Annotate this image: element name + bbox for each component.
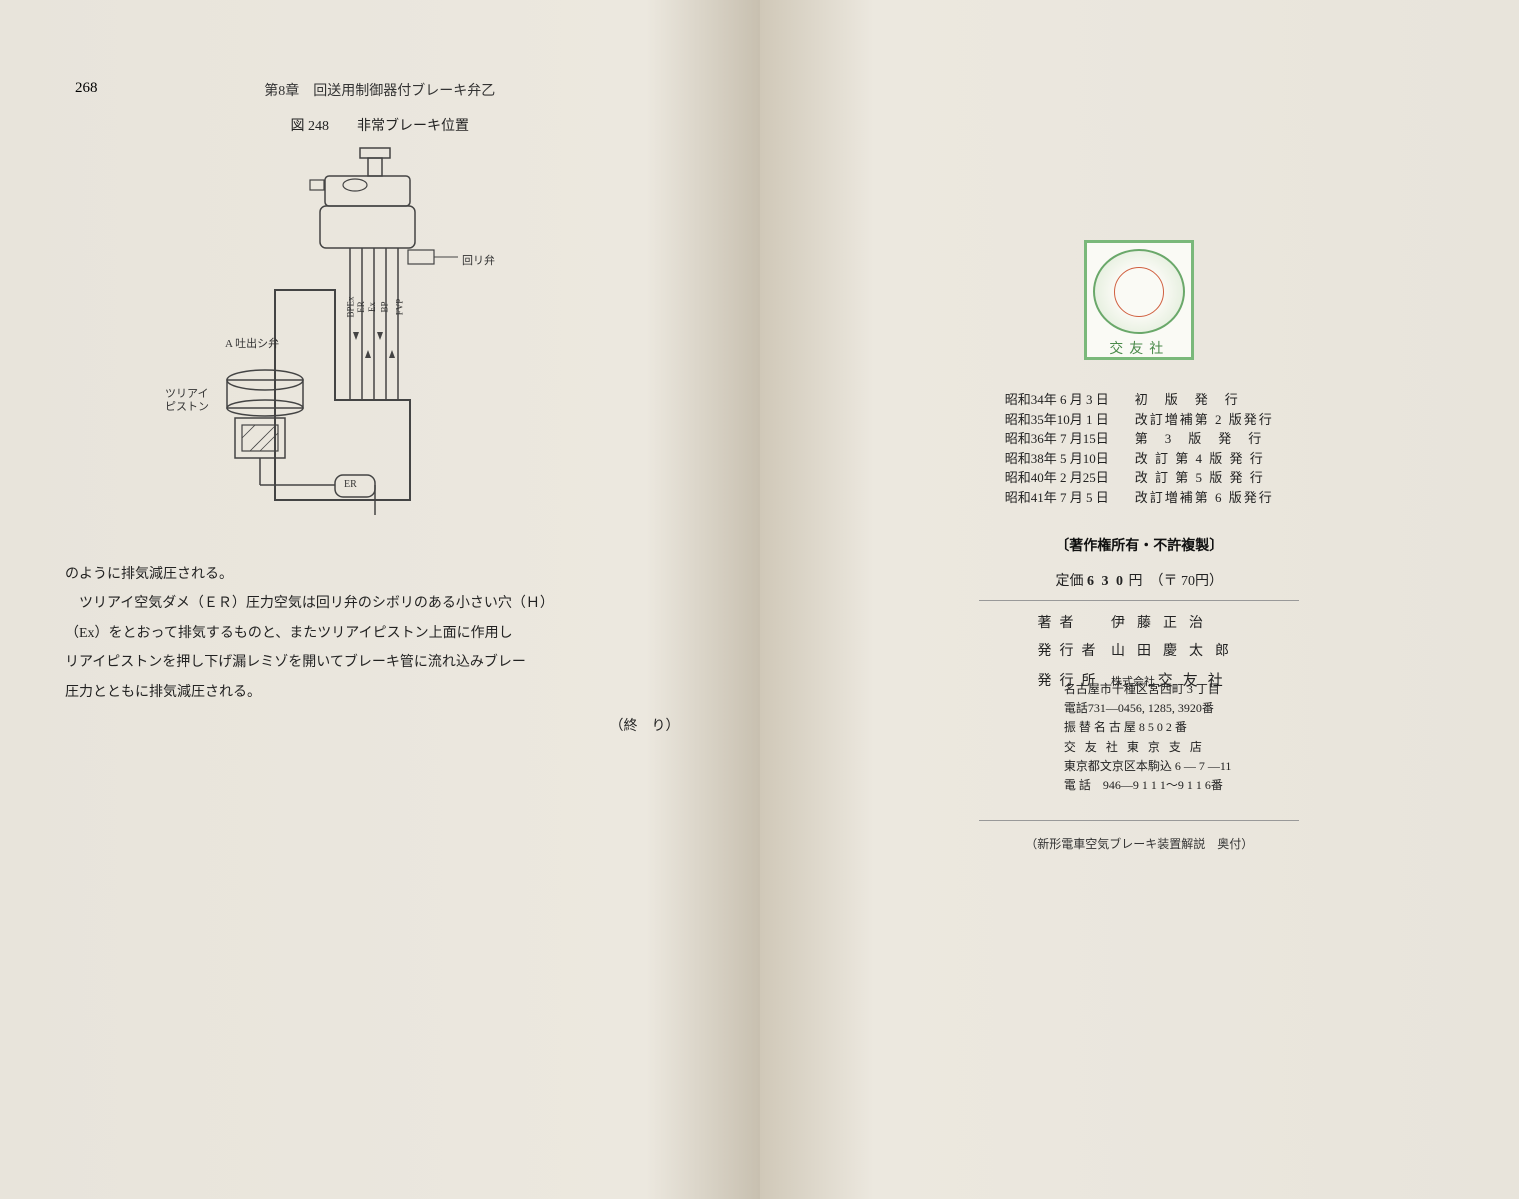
price-value: 6 3 0 xyxy=(1087,574,1125,589)
body-line: のように排気減圧される。 xyxy=(65,560,710,589)
edition-row: 昭和35年10月 1 日改訂増補第 2 版発行 xyxy=(1005,410,1274,430)
body-line: リアイピストンを押し下げ漏レミゾを開いてブレーキ管に流れ込みブレー xyxy=(65,648,710,677)
page-number: 268 xyxy=(75,80,98,97)
stamp-seal-icon xyxy=(1114,267,1164,317)
body-line: （Ex）をとおって排気するものと、またツリアイピストン上面に作用し xyxy=(65,619,710,648)
edition-desc: 第 3 版 発 行 xyxy=(1135,429,1264,449)
diagram-label-balance2: ピストン xyxy=(165,398,209,414)
stamp-text: 交友社 xyxy=(1093,338,1185,358)
edition-desc: 改 訂 第 5 版 発 行 xyxy=(1135,468,1265,488)
edition-date: 昭和36年 7 月15日 xyxy=(1005,429,1135,449)
edition-date: 昭和38年 5 月10日 xyxy=(1005,449,1135,469)
address-line: 名古屋市千種区宮西町 3 丁目 xyxy=(1064,680,1232,699)
diagram-label-bp: BP xyxy=(380,301,390,312)
address-line: 振 替 名 古 屋 8 5 0 2 番 xyxy=(1064,718,1232,737)
price-prefix: 定価 xyxy=(1056,574,1088,589)
edition-row: 昭和36年 7 月15日第 3 版 発 行 xyxy=(1005,429,1274,449)
edition-row: 昭和38年 5 月10日改 訂 第 4 版 発 行 xyxy=(1005,449,1274,469)
diagram-label-er2: ER xyxy=(344,479,357,490)
edition-desc: 改 訂 第 4 版 発 行 xyxy=(1135,449,1265,469)
edition-row: 昭和40年 2 月25日改 訂 第 5 版 発 行 xyxy=(1005,468,1274,488)
stamp-decoration xyxy=(1093,249,1185,334)
brake-valve-diagram: 回リ弁 A 吐出シ弁 ツリアイ ピストン BPEx ER Ex BP FVP E… xyxy=(180,140,520,520)
divider xyxy=(979,600,1299,601)
figure-caption: 図 248 非常ブレーキ位置 xyxy=(291,115,470,135)
diagram-label-er: ER xyxy=(356,301,366,313)
diagram-label-rotary: 回リ弁 xyxy=(462,252,495,268)
publisher-address: 名古屋市千種区宮西町 3 丁目 電話731―0456, 1285, 3920番 … xyxy=(1064,680,1232,795)
edition-row: 昭和41年 7 月 5 日改訂増補第 6 版発行 xyxy=(1005,488,1274,508)
publisher-stamp: 交友社 xyxy=(1084,240,1194,360)
body-text: のように排気減圧される。 ツリアイ空気ダメ（ＥＲ）圧力空気は回リ弁のシボリのある… xyxy=(65,560,710,707)
diagram-label-ex: Ex xyxy=(367,302,377,312)
edition-history: 昭和34年 6 月 3 日初 版 発 行 昭和35年10月 1 日改訂増補第 2… xyxy=(1005,390,1274,507)
right-page: 交友社 昭和34年 6 月 3 日初 版 発 行 昭和35年10月 1 日改訂増… xyxy=(760,0,1519,1199)
chapter-header: 第8章 回送用制御器付ブレーキ弁乙 xyxy=(264,80,495,100)
address-line: 電 話 946―9 1 1 1～9 1 1 6番 xyxy=(1064,776,1232,795)
author-name: 伊藤正治 xyxy=(1111,610,1215,638)
issuer-label: 発行者 xyxy=(1038,638,1108,666)
diagram-label-bpex: BPEx xyxy=(346,296,356,317)
diagram-label-fvp: FVP xyxy=(394,299,404,316)
author-row: 著者 伊藤正治 xyxy=(1038,610,1242,638)
body-line: ツリアイ空気ダメ（ＥＲ）圧力空気は回リ弁のシボリのある小さい穴（Ｈ） xyxy=(65,589,710,618)
address-line: 東京都文京区本駒込 6 ― 7 ―11 xyxy=(1064,757,1232,776)
left-page: 268 第8章 回送用制御器付ブレーキ弁乙 図 248 非常ブレーキ位置 xyxy=(0,0,760,1199)
copyright-notice: 〔著作権所有・不許複製〕 xyxy=(1055,535,1223,555)
edition-desc: 改訂増補第 6 版発行 xyxy=(1135,488,1274,508)
edition-desc: 改訂増補第 2 版発行 xyxy=(1135,410,1274,430)
edition-date: 昭和41年 7 月 5 日 xyxy=(1005,488,1135,508)
price-suffix: 円 （〒 70円） xyxy=(1125,574,1223,589)
edition-desc: 初 版 発 行 xyxy=(1135,390,1240,410)
price-line: 定価 6 3 0 円 （〒 70円） xyxy=(1056,570,1224,590)
author-label: 著者 xyxy=(1038,610,1108,638)
address-line: 電話731―0456, 1285, 3920番 xyxy=(1064,699,1232,718)
divider xyxy=(979,820,1299,821)
body-line: 圧力とともに排気減圧される。 xyxy=(65,678,710,707)
diagram-label-exhaust: A 吐出シ弁 xyxy=(225,335,279,351)
edition-row: 昭和34年 6 月 3 日初 版 発 行 xyxy=(1005,390,1274,410)
edition-date: 昭和35年10月 1 日 xyxy=(1005,410,1135,430)
colophon-title: （新形電車空気ブレーキ装置解説 奥付） xyxy=(1025,835,1253,852)
issuer-row: 発行者 山田慶太郎 xyxy=(1038,638,1242,666)
ending-mark: （終 り） xyxy=(610,715,680,735)
edition-date: 昭和40年 2 月25日 xyxy=(1005,468,1135,488)
issuer-name: 山田慶太郎 xyxy=(1111,638,1241,666)
edition-date: 昭和34年 6 月 3 日 xyxy=(1005,390,1135,410)
address-line: 交 友 社 東 京 支 店 xyxy=(1064,738,1232,757)
